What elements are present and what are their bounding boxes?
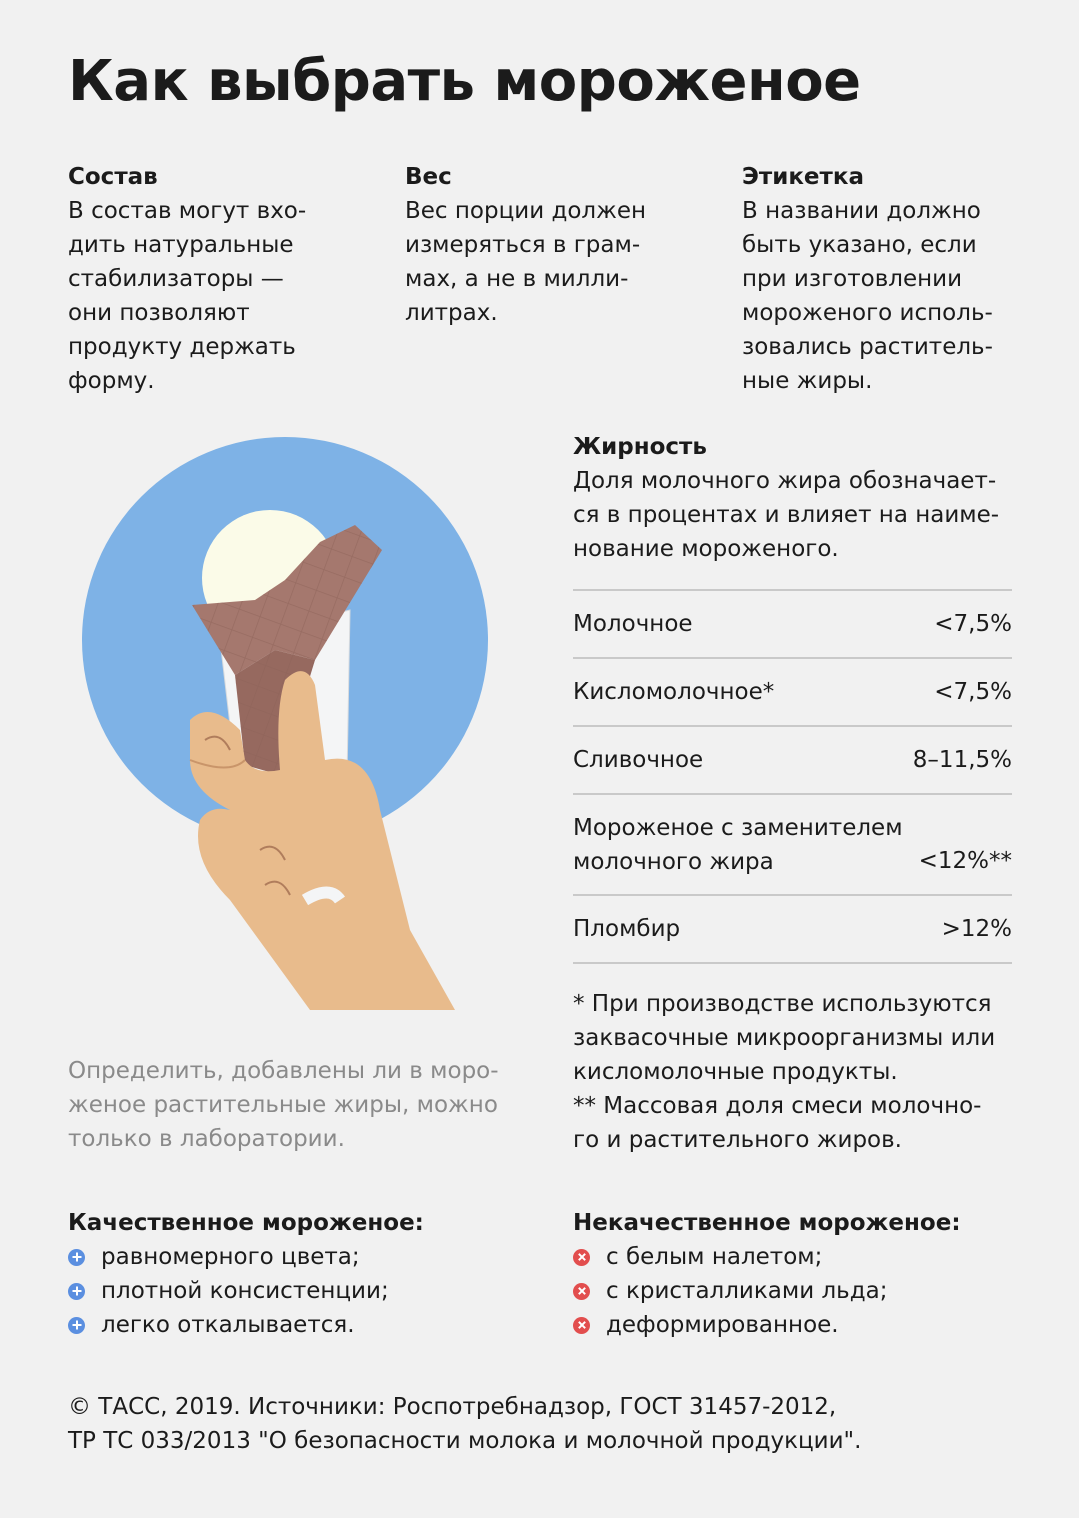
table-row: Пломбир >12% <box>573 896 1012 964</box>
row-value: <7,5% <box>934 611 1012 637</box>
column-heading: Этикетка <box>742 164 864 190</box>
column-text: В состав могут вхо- дить натуральные ста… <box>68 198 307 394</box>
hand <box>190 671 455 1010</box>
page-title: Как выбрать мороженое <box>68 49 861 114</box>
fat-table: Молочное <7,5% Кисломолочное* <7,5% Слив… <box>573 589 1012 964</box>
ice-cream-hand-illustration <box>82 437 488 1010</box>
footer-sources: © ТАСС, 2019. Источники: Роспотребнадзор… <box>68 1394 862 1454</box>
list-item: плотной консистенции; <box>68 1274 424 1308</box>
list-item: равномерного цвета; <box>68 1240 424 1274</box>
row-name: Пломбир <box>573 916 681 942</box>
good-heading: Качественное мороженое: <box>68 1210 424 1236</box>
column-heading: Состав <box>68 164 158 190</box>
plus-circle-icon <box>68 1316 85 1334</box>
list-item-text: с белым налетом; <box>606 1244 823 1270</box>
column-heading: Вес <box>405 164 452 190</box>
table-row: Сливочное 8–11,5% <box>573 727 1012 795</box>
row-name: Кисломолочное* <box>573 679 775 705</box>
list-item-text: плотной консистенции; <box>101 1278 389 1304</box>
column-text: В названии должно быть указано, если при… <box>742 198 993 394</box>
fat-footnotes: * При производстве используются заквасоч… <box>573 991 996 1153</box>
cross-circle-icon <box>573 1282 590 1300</box>
column-text: Вес порции должен измеряться в грам- мах… <box>405 198 647 326</box>
column-weight: Вес Вес порции должен измеряться в грам-… <box>405 160 735 330</box>
good-list: равномерного цвета; плотной консистенции… <box>68 1240 424 1342</box>
bad-heading: Некачественное мороженое: <box>573 1210 961 1236</box>
list-item: с белым налетом; <box>573 1240 961 1274</box>
column-composition: Состав В состав могут вхо- дить натураль… <box>68 160 398 398</box>
fat-section: Жирность Доля молочного жира обозначает-… <box>573 430 1013 566</box>
table-row: Молочное <7,5% <box>573 591 1012 659</box>
row-value: <7,5% <box>934 679 1012 705</box>
cross-circle-icon <box>573 1248 590 1266</box>
lab-note: Определить, добавлены ли в моро- женое р… <box>68 1058 499 1152</box>
row-value: 8–11,5% <box>912 747 1012 773</box>
bad-list-section: Некачественное мороженое: с белым налето… <box>573 1206 961 1342</box>
row-name: Мороженое с заменителем молочного жира <box>573 814 903 875</box>
list-item: легко откалывается. <box>68 1308 424 1342</box>
bad-list: с белым налетом; с кристалликами льда; д… <box>573 1240 961 1342</box>
fat-text: Доля молочного жира обозначает- ся в про… <box>573 468 1000 562</box>
table-row: Кисломолочное* <7,5% <box>573 659 1012 727</box>
plus-circle-icon <box>68 1248 85 1266</box>
plus-circle-icon <box>68 1282 85 1300</box>
row-value: >12% <box>941 916 1012 942</box>
column-label: Этикетка В названии должно быть указано,… <box>742 160 1072 398</box>
table-row: Мороженое с заменителем молочного жира <… <box>573 795 1012 896</box>
good-list-section: Качественное мороженое: равномерного цве… <box>68 1206 424 1342</box>
row-name: Сливочное <box>573 747 704 773</box>
list-item-text: деформированное. <box>606 1312 839 1338</box>
list-item-text: с кристалликами льда; <box>606 1278 888 1304</box>
list-item: с кристалликами льда; <box>573 1274 961 1308</box>
list-item-text: легко откалывается. <box>101 1312 355 1338</box>
fat-heading: Жирность <box>573 434 707 460</box>
list-item: деформированное. <box>573 1308 961 1342</box>
list-item-text: равномерного цвета; <box>101 1244 360 1270</box>
cross-circle-icon <box>573 1316 590 1334</box>
row-value: <12%** <box>918 848 1012 874</box>
row-name: Молочное <box>573 611 693 637</box>
